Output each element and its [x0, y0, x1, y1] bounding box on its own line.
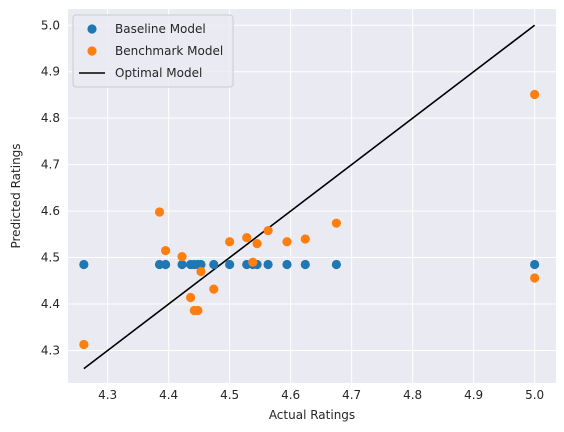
benchmark-model-point [331, 218, 341, 228]
x-tick-label: 4.5 [220, 388, 239, 402]
x-tick-label: 4.6 [281, 388, 300, 402]
y-tick-label: 4.7 [41, 158, 60, 172]
baseline-model-point [209, 259, 219, 270]
baseline-model-point [331, 259, 341, 270]
legend: Baseline Model Benchmark Model Optimal Mod… [72, 14, 234, 88]
x-tick-label: 4.8 [403, 388, 422, 402]
x-axis-ticks: 4.3 4.4 4.5 4.6 4.7 4.8 4.9 5.0 [98, 388, 544, 402]
x-tick-label: 4.9 [464, 388, 483, 402]
benchmark-model-point [282, 237, 292, 247]
benchmark-model-point [209, 284, 219, 294]
legend-marker-benchmark-model [87, 46, 97, 56]
baseline-model-point [263, 259, 273, 270]
benchmark-model-point [193, 305, 203, 316]
benchmark-model-point [225, 237, 235, 247]
y-tick-label: 4.6 [41, 204, 60, 218]
legend-marker-baseline-model [87, 24, 97, 34]
x-tick-label: 5.0 [525, 388, 544, 402]
x-tick-label: 4.4 [159, 388, 178, 402]
benchmark-model-point [300, 234, 310, 244]
baseline-model-point [79, 259, 89, 270]
benchmark-model-point [263, 226, 273, 236]
benchmark-model-point [248, 257, 258, 267]
y-axis-label: Predicted Ratings [9, 143, 23, 248]
y-tick-label: 4.8 [41, 111, 60, 125]
optimal-model-line [83, 24, 536, 370]
legend-label-baseline-model: Baseline Model [115, 22, 206, 36]
benchmark-model-point [186, 292, 196, 303]
x-tick-label: 4.7 [342, 388, 361, 402]
benchmark-model-point [177, 252, 187, 262]
y-axis-ticks: 4.3 4.4 4.5 4.6 4.7 4.8 4.9 5.0 [41, 18, 60, 357]
baseline-model-point [196, 259, 206, 270]
series-layer [79, 24, 540, 370]
legend-frame [72, 14, 234, 88]
benchmark-model-point [530, 273, 540, 283]
benchmark-model-point [242, 232, 252, 243]
baseline-model-point [225, 259, 235, 270]
legend-label-optimal-model: Optimal Model [115, 66, 202, 80]
benchmark-model-point [530, 89, 540, 100]
y-tick-label: 4.5 [41, 251, 60, 265]
benchmark-model-point [161, 245, 171, 256]
baseline-model-point [300, 259, 310, 270]
baseline-model-point [282, 259, 292, 270]
benchmark-model-point [79, 339, 89, 350]
benchmark-model-point [154, 207, 165, 217]
legend-label-benchmark-model: Benchmark Model [115, 44, 223, 58]
y-tick-label: 5.0 [41, 18, 60, 32]
baseline-model-point [530, 259, 540, 270]
x-tick-label: 4.3 [98, 388, 117, 402]
baseline-model-point [177, 259, 187, 270]
benchmark-model-point [252, 239, 262, 249]
baseline-model-point [161, 259, 171, 270]
benchmark-model-point [196, 266, 206, 277]
x-axis-label: Actual Ratings [269, 408, 355, 422]
y-tick-label: 4.3 [41, 343, 60, 357]
y-tick-label: 4.4 [41, 297, 60, 311]
y-tick-label: 4.9 [41, 65, 60, 79]
